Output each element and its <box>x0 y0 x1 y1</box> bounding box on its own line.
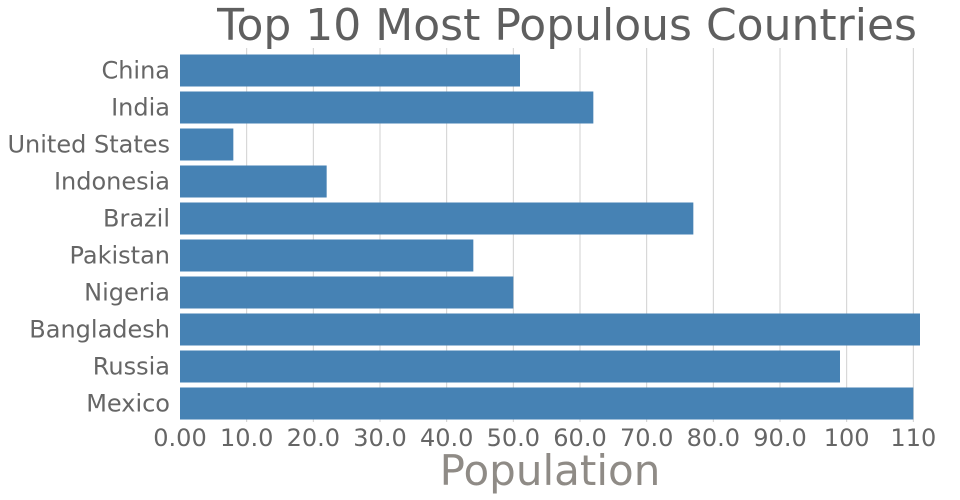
category-label-bangladesh: Bangladesh <box>29 316 170 344</box>
x-tick-label-1: 10.0 <box>220 424 273 452</box>
category-label-indonesia: Indonesia <box>54 168 170 196</box>
x-tick-label-5: 50.0 <box>487 424 540 452</box>
category-label-mexico: Mexico <box>86 390 170 418</box>
bar-pakistan <box>180 239 474 272</box>
bar-india <box>180 91 594 124</box>
bar-bangladesh <box>180 313 920 346</box>
x-tick-label-11: 110 <box>890 424 936 452</box>
x-tick-label-9: 90.0 <box>753 424 806 452</box>
category-label-pakistan: Pakistan <box>70 242 171 270</box>
x-tick-label-8: 80.0 <box>687 424 740 452</box>
x-tick-label-3: 30.0 <box>353 424 406 452</box>
bar-brazil <box>180 202 694 235</box>
x-tick-label-0: 0.00 <box>153 424 206 452</box>
x-tick-label-10: 100 <box>824 424 870 452</box>
x-axis-title: Population <box>440 446 661 495</box>
bar-russia <box>180 350 840 383</box>
x-tick-label-4: 40.0 <box>420 424 473 452</box>
category-label-china: China <box>101 57 170 85</box>
category-labels: China India United States Indonesia Brazil Pa… <box>7 57 170 418</box>
bar-china <box>180 54 520 87</box>
tick-labels: 0.00 10.0 20.0 30.0 40.0 50.0 60.0 70.0 80.0 90.0… <box>153 424 936 452</box>
chart-title: Top 10 Most Populous Countries <box>216 0 917 51</box>
bar-united-states <box>180 128 234 161</box>
x-tick-label-7: 70.0 <box>620 424 673 452</box>
bar-nigeria <box>180 276 514 309</box>
x-tick-label-2: 20.0 <box>287 424 340 452</box>
category-label-india: India <box>111 94 170 122</box>
x-tick-label-6: 60.0 <box>553 424 606 452</box>
bar-mexico <box>180 387 914 420</box>
category-label-united-states: United States <box>7 131 170 159</box>
bar-indonesia <box>180 165 327 198</box>
category-label-russia: Russia <box>93 353 170 381</box>
bars <box>180 54 920 420</box>
category-label-brazil: Brazil <box>103 205 170 233</box>
category-label-nigeria: Nigeria <box>84 279 170 307</box>
